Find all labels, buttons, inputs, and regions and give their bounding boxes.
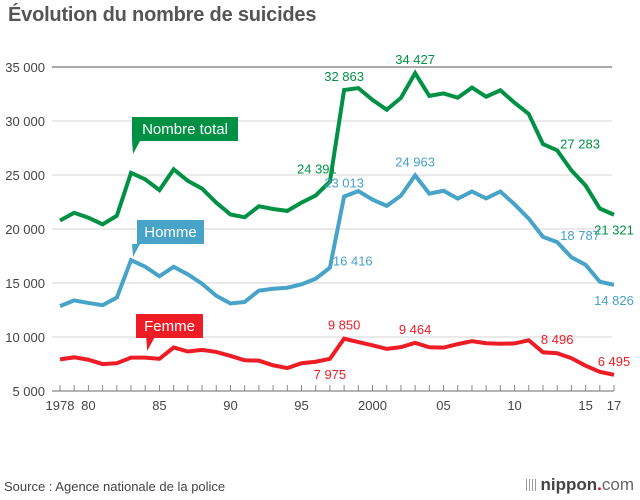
data-label-femme: 8 496 [541, 332, 574, 347]
data-label-homme: 14 826 [594, 293, 634, 308]
data-label-homme: 24 963 [395, 154, 435, 169]
x-tick-label: 2000 [358, 398, 387, 413]
logo-bars-icon [526, 479, 537, 491]
data-label-total: 27 283 [560, 136, 600, 151]
x-tick-label: 17 [607, 398, 621, 413]
data-label-femme: 9 850 [328, 318, 361, 333]
x-tick-label: 85 [152, 398, 166, 413]
data-labels: 24 391 32 863 34 427 27 283 21 321 16 416 23 0… [297, 52, 634, 382]
chart-title: Évolution du nombre de suicides [8, 4, 317, 26]
x-tick-label: 95 [294, 398, 308, 413]
x-tick-label: 1978 [46, 398, 75, 413]
source-note: Source : Agence nationale de la police [4, 479, 226, 494]
legend-pointer-femme [146, 338, 155, 351]
series-lines [59, 69, 615, 377]
y-tick-label: 20 000 [5, 222, 45, 237]
legend-label-femme: Femme [144, 318, 195, 335]
legend-pointer-homme [132, 244, 141, 257]
y-tick-label: 15 000 [5, 276, 45, 291]
data-label-femme: 9 464 [399, 322, 432, 337]
series-line-femme [59, 336, 615, 377]
logo-dot: . [597, 475, 602, 494]
x-tick-label: 05 [436, 398, 450, 413]
data-label-total: 32 863 [324, 69, 364, 84]
series-line-homme [59, 172, 615, 308]
data-label-total: 34 427 [395, 52, 435, 67]
data-label-femme: 7 975 [314, 367, 347, 382]
y-tick-label: 25 000 [5, 168, 45, 183]
x-axis: 1978 80 85 90 95 2000 05 10 15 17 [46, 385, 621, 413]
legend-callouts: Nombre total Homme Femme [132, 117, 238, 351]
data-label-femme: 6 495 [598, 354, 631, 369]
y-tick-label: 30 000 [5, 114, 45, 129]
data-label-total: 21 321 [594, 223, 634, 238]
y-axis-ticks: 5 000 10 000 15 000 20 000 25 000 30 000 35 00… [5, 60, 45, 399]
data-label-homme: 16 416 [333, 254, 373, 269]
y-tick-label: 5 000 [12, 384, 45, 399]
x-tick-label: 90 [223, 398, 237, 413]
legend-label-homme: Homme [144, 224, 197, 241]
x-tick-label: 80 [81, 398, 95, 413]
logo-name: nippon [540, 475, 598, 494]
data-label-homme: 18 787 [560, 228, 600, 243]
legend-pointer-total [132, 141, 141, 154]
legend-box-total [132, 117, 238, 141]
data-label-homme: 23 013 [324, 175, 364, 190]
legend-box-homme [137, 220, 204, 244]
x-tick-label: 10 [507, 398, 521, 413]
logo-tld: com [601, 475, 634, 494]
y-tick-label: 10 000 [5, 330, 45, 345]
legend-box-femme [136, 314, 203, 338]
nippon-logo: nippon.com [526, 475, 634, 495]
data-label-total: 24 391 [297, 162, 337, 177]
legend-label-total: Nombre total [142, 121, 228, 138]
series-line-total [59, 69, 615, 227]
x-tick-label: 15 [578, 398, 592, 413]
y-tick-label: 35 000 [5, 60, 45, 75]
grid-lines [52, 66, 612, 338]
